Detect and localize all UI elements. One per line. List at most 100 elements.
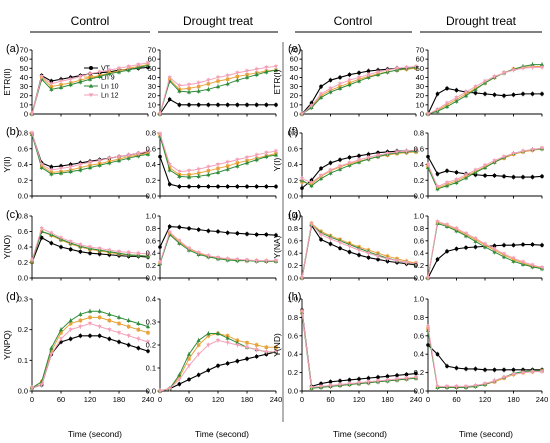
point-ln12 [492,75,497,79]
panel-label-h: (h) [288,291,301,303]
point-ln9 [187,86,191,91]
point-ln12 [206,165,211,169]
y-tick-label: 0.0 [146,387,156,396]
point-ln12 [264,151,269,155]
point-ln12 [39,383,44,387]
y-tick-label: 0.4 [288,249,298,258]
point-ln12 [225,160,230,165]
point-ln12 [454,177,459,182]
point-ln12 [404,149,409,154]
y-tick-label: 0.6 [146,144,156,153]
point-vt [338,246,342,251]
point-ln12 [206,343,211,348]
point-ln9 [274,345,278,349]
point-ln12 [492,379,497,383]
point-vt [404,372,409,377]
point-ln12 [299,309,305,314]
point-ln12 [107,156,112,161]
point-ln12 [136,151,141,156]
point-vt [521,175,525,179]
y-tick-label: 1.0 [414,295,424,304]
y-tick-label: 0.4 [146,160,156,169]
point-vt [483,173,487,178]
header-left-control: Control [71,14,110,28]
header-right-drought: Drought treat [446,14,517,28]
point-vt [464,245,468,250]
point-vt [502,93,506,98]
point-ln12 [299,276,305,281]
x-tick-label: 60 [185,395,193,404]
point-ln12 [145,340,151,345]
panel-g-drought: 0.0 0.2 0.4 0.6 0.8 1.0 [414,212,545,283]
point-ln12 [454,226,459,231]
point-vt [177,382,182,386]
y-tick-label: 40 [20,73,28,82]
point-ln12 [463,173,469,177]
point-vt [511,175,516,179]
point-ln12 [435,384,440,389]
y-tick-label: 0.6 [288,331,298,340]
point-vt [540,174,544,179]
point-vt [376,375,380,380]
point-ln10 [539,62,545,67]
point-ln12 [425,163,431,167]
point-vt [502,174,506,179]
point-ln10 [337,167,343,171]
point-ln10 [116,158,122,163]
y-axis-title: ETR(II) [2,68,12,96]
y-tick-label: 40 [290,73,298,82]
point-ln12 [215,75,221,80]
point-ln12 [254,348,259,352]
point-ln12 [196,352,201,357]
x-axis-title-2: Time (second) [195,429,249,439]
x-tick-label: 120 [479,395,492,404]
point-vt [473,245,478,249]
point-ln9 [196,171,201,175]
point-ln9 [264,345,269,349]
y-axis-title: ETR(I) [272,69,282,94]
y-tick-label: 0.8 [18,129,28,138]
point-ln12 [264,259,269,263]
point-ln12 [145,252,151,257]
y-tick-label: 60 [20,55,28,64]
x-tick-label: 120 [212,395,225,404]
legend-label-ln9: Ln 9 [101,75,115,82]
point-ln10 [58,171,64,175]
y-tick-label: 0.6 [288,236,298,245]
point-vt [187,377,191,382]
point-ln12 [167,163,172,167]
y-tick-label: 0.3 [18,295,28,304]
point-vt [167,182,172,186]
point-vt [445,364,449,368]
y-tick-label: 0.4 [288,350,298,359]
point-ln12 [444,223,450,227]
point-ln12 [49,231,54,236]
point-ln12 [366,155,371,160]
panel-c-control: 0.0 0.2 0.4 0.6 0.8 Y(NO) [2,212,151,283]
point-ln12 [482,79,488,84]
point-ln12 [58,166,64,171]
panel-b-control: 0.0 0.2 0.4 0.6 0.8 Y(II) [2,129,151,201]
point-ln12 [337,383,343,387]
point-ln12 [126,250,131,255]
point-vt [196,184,201,189]
y-tick-label: 50 [290,64,298,73]
point-vt [530,242,535,247]
point-ln12 [87,72,93,76]
header-left-drought: Drought treat [183,14,254,28]
point-ln12 [167,230,172,235]
point-vt [492,243,497,248]
point-ln12 [196,81,201,86]
point-ln12 [318,384,324,389]
point-ln10 [107,160,112,165]
point-ln12 [328,86,333,91]
point-ln10 [126,68,131,72]
point-ln9 [196,84,201,89]
y-tick-label: 0.1 [18,356,28,365]
point-vt [254,103,259,107]
point-ln10 [215,331,221,335]
legend-marker-ln12 [88,93,94,98]
point-ln12 [206,254,211,258]
point-vt [225,361,230,366]
point-ln12 [299,177,305,181]
